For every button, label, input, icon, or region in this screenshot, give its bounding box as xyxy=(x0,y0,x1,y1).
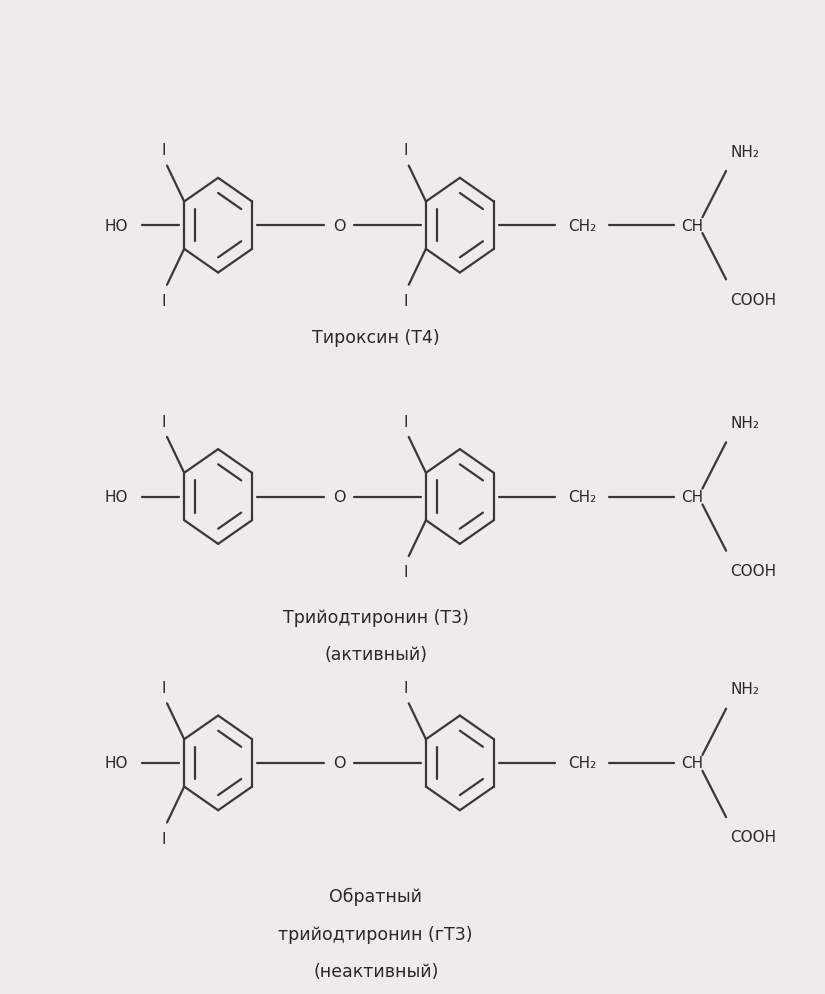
Text: CH₂: CH₂ xyxy=(568,755,596,770)
Text: I: I xyxy=(162,143,166,158)
Text: I: I xyxy=(403,293,408,309)
Text: (активный): (активный) xyxy=(324,646,427,664)
Text: NH₂: NH₂ xyxy=(730,415,759,430)
Text: I: I xyxy=(403,414,408,429)
Text: I: I xyxy=(162,831,166,846)
Text: трийодтиронин (гT3): трийодтиронин (гT3) xyxy=(279,924,473,942)
Text: I: I xyxy=(162,680,166,696)
Text: I: I xyxy=(403,680,408,696)
Text: Трийодтиронин (T3): Трийодтиронин (T3) xyxy=(283,608,469,626)
Text: Обратный: Обратный xyxy=(329,887,422,906)
Text: HO: HO xyxy=(104,219,128,234)
Text: HO: HO xyxy=(104,755,128,770)
Text: CH₂: CH₂ xyxy=(568,489,596,505)
Text: O: O xyxy=(332,219,345,234)
Text: HO: HO xyxy=(104,489,128,505)
Text: I: I xyxy=(162,293,166,309)
Text: CH₂: CH₂ xyxy=(568,219,596,234)
Text: NH₂: NH₂ xyxy=(730,682,759,697)
Text: O: O xyxy=(332,489,345,505)
Text: Тироксин (T4): Тироксин (T4) xyxy=(312,328,440,346)
Text: CH: CH xyxy=(681,755,703,770)
Text: I: I xyxy=(162,414,166,429)
Text: O: O xyxy=(332,755,345,770)
Text: COOH: COOH xyxy=(730,564,776,579)
Text: NH₂: NH₂ xyxy=(730,144,759,159)
Text: COOH: COOH xyxy=(730,830,776,845)
Text: CH: CH xyxy=(681,219,703,234)
Text: I: I xyxy=(403,143,408,158)
Text: (неактивный): (неактивный) xyxy=(313,962,438,980)
Text: I: I xyxy=(403,565,408,580)
Text: COOH: COOH xyxy=(730,292,776,307)
Text: CH: CH xyxy=(681,489,703,505)
